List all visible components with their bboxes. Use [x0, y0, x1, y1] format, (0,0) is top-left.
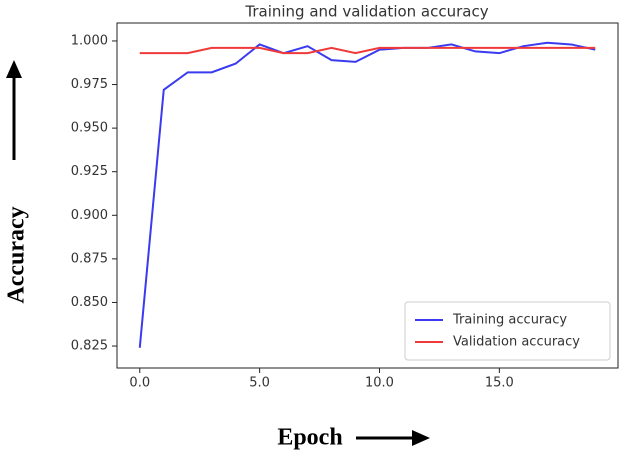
x-arrow: [356, 430, 430, 446]
x-tick-label: 15.0: [485, 376, 514, 391]
y-tick-label: 0.975: [71, 77, 108, 92]
y-axis-label: Accuracy: [4, 206, 30, 303]
x-tick-label: 10.0: [365, 376, 394, 391]
y-tick-label: 0.825: [71, 339, 108, 354]
legend-box: [404, 301, 611, 361]
chart-title: Training and validation accuracy: [244, 3, 488, 21]
x-tick-label: 5.0: [249, 376, 270, 391]
series-line: [139, 46, 596, 55]
x-axis-label: Epoch: [277, 425, 342, 451]
x-tick-label: 0.0: [129, 376, 150, 391]
y-tick-label: 0.925: [71, 164, 108, 179]
y-tick-label: 1.000: [71, 33, 108, 48]
y-tick-label: 0.950: [71, 121, 108, 136]
y-tick-label: 0.850: [71, 295, 108, 310]
plot-frame: [116, 22, 619, 369]
y-tick-label: 0.900: [71, 208, 108, 223]
legend-label: Validation accuracy: [453, 335, 580, 350]
y-tick-label: 0.875: [71, 251, 108, 266]
legend-label: Training accuracy: [452, 313, 567, 328]
y-arrow: [6, 60, 22, 160]
